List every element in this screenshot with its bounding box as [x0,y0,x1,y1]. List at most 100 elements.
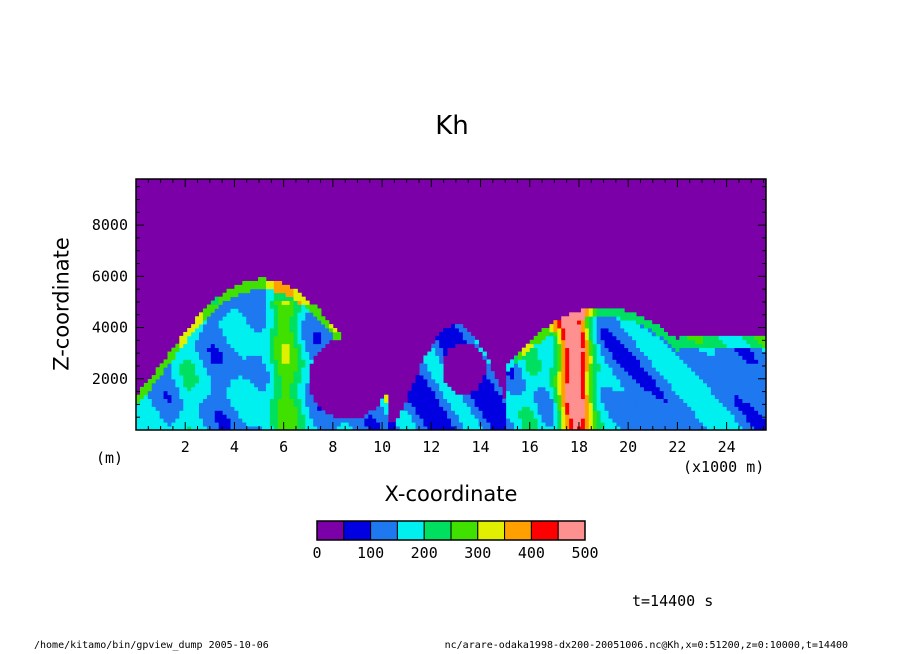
heatmap-cell [199,379,204,384]
heatmap-cell [289,386,294,392]
heatmap-cell [242,386,247,392]
heatmap-cell [273,371,279,376]
heatmap-cell [447,343,452,349]
heatmap-cell [537,363,542,368]
heatmap-cell [415,426,420,430]
heatmap-cell [309,422,314,427]
heatmap-cell [663,418,668,423]
heatmap-cell [289,382,294,388]
heatmap-cell [620,316,625,321]
heatmap-cell [722,410,728,415]
heatmap-cell [667,363,672,368]
heatmap-cell [281,343,287,349]
heatmap-cell [569,328,574,333]
heatmap-cell [573,379,578,384]
heatmap-cell [604,367,609,372]
heatmap-cell [624,379,629,384]
heatmap-cell [667,426,672,430]
heatmap-cell [136,398,141,403]
heatmap-cell [750,339,755,345]
heatmap-cell [222,296,227,301]
heatmap-cell [447,328,452,333]
heatmap-cell [651,414,657,419]
heatmap-cell [250,304,255,309]
heatmap-cell [730,414,735,419]
heatmap-cell [640,359,645,364]
heatmap-cell [671,379,676,384]
heatmap-cell [206,402,212,407]
heatmap-cell [151,375,157,380]
heatmap-cell [679,347,684,352]
heatmap-cell [159,426,164,430]
heatmap-cell [628,371,633,376]
heatmap-cell [636,335,641,341]
heatmap-cell [269,292,275,298]
heatmap-cell [230,304,235,309]
heatmap-cell [706,410,712,415]
heatmap-cell [447,422,452,427]
heatmap-cell [281,320,287,325]
heatmap-cell [246,367,251,372]
heatmap-cell [254,347,259,352]
heatmap-cell [687,402,692,407]
heatmap-cell [423,359,428,364]
heatmap-cell [226,367,231,372]
heatmap-cell [301,410,306,415]
heatmap-cell [415,410,420,415]
heatmap-cell [293,335,298,341]
heatmap-cell [202,331,208,337]
heatmap-cell [537,390,542,396]
heatmap-cell [738,379,743,384]
heatmap-cell [246,371,251,376]
heatmap-cell [191,379,196,384]
heatmap-cell [269,312,275,317]
heatmap-cell [624,386,629,392]
heatmap-cell [191,359,196,364]
heatmap-cell [494,422,499,427]
heatmap-cell [218,371,224,376]
heatmap-cell [679,371,684,376]
heatmap-cell [277,292,283,298]
heatmap-cell [537,359,542,364]
heatmap-cell [262,339,267,345]
heatmap-cell [758,355,763,360]
heatmap-cell [675,363,680,368]
heatmap-cell [620,312,625,317]
heatmap-cell [541,422,546,427]
heatmap-cell [195,343,200,349]
heatmap-cell [360,426,365,430]
heatmap-cell [443,339,448,345]
heatmap-cell [380,418,385,423]
heatmap-cell [754,386,759,392]
heatmap-cell [695,402,700,407]
heatmap-cell [514,390,519,396]
heatmap-cell [175,375,180,380]
heatmap-cell [750,367,755,372]
heatmap-cell [675,394,680,400]
heatmap-cell [588,312,594,317]
heatmap-cell [569,363,574,368]
heatmap-cell [423,390,428,396]
heatmap-cell [183,359,188,364]
heatmap-cell [175,371,180,376]
heatmap-cell [187,339,192,345]
heatmap-cell [616,398,621,403]
heatmap-cell [758,398,763,403]
heatmap-cell [514,410,519,415]
heatmap-cell [750,422,755,427]
heatmap-cell [521,382,527,388]
heatmap-cell [628,418,633,423]
heatmap-cell [640,394,645,400]
heatmap-cell [214,308,220,313]
heatmap-cell [632,386,637,392]
heatmap-cell [529,386,535,392]
heatmap-cell [517,351,523,356]
heatmap-cell [718,347,724,352]
heatmap-cell [620,418,625,423]
heatmap-cell [226,288,231,294]
heatmap-cell [710,418,716,423]
heatmap-cell [289,371,294,376]
heatmap-cell [486,371,491,376]
heatmap-cell [427,355,432,360]
heatmap-cell [258,277,263,282]
